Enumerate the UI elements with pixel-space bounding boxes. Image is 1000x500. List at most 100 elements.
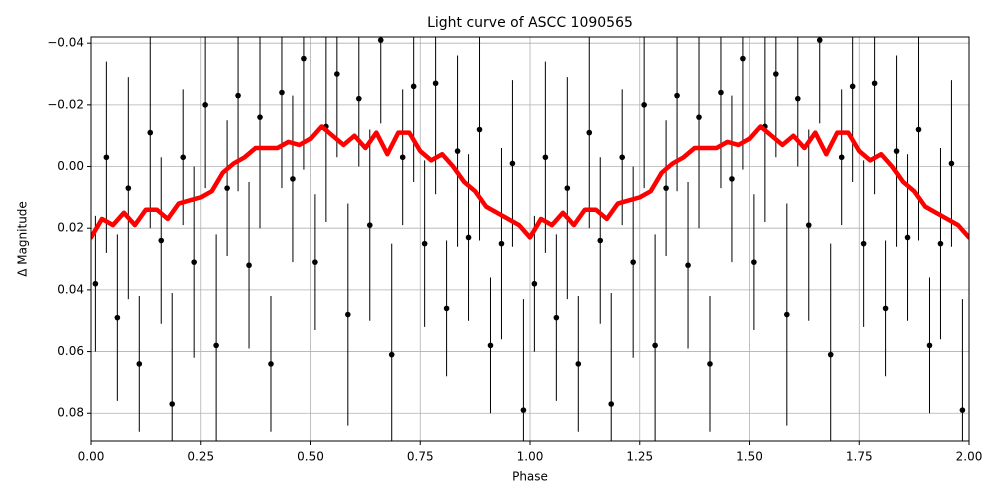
data-point	[246, 262, 252, 269]
data-point	[399, 154, 406, 161]
data-point	[366, 222, 373, 228]
x-tick-label: 0.75	[407, 450, 434, 464]
x-tick-label: 0.50	[297, 450, 324, 464]
data-point	[410, 83, 417, 90]
data-point	[268, 361, 274, 367]
data-point	[707, 361, 713, 367]
data-point	[158, 237, 165, 244]
data-point	[553, 314, 560, 321]
data-point	[849, 83, 856, 90]
data-point	[619, 154, 625, 161]
data-point	[147, 129, 154, 136]
data-point	[224, 185, 230, 191]
data-point	[696, 114, 702, 120]
x-tick-label: 1.75	[846, 450, 873, 464]
x-tick-label: 0.00	[78, 450, 105, 464]
y-tick-label: 0.00	[57, 159, 84, 173]
data-point	[454, 148, 461, 154]
data-point	[937, 240, 944, 247]
data-point	[443, 305, 450, 312]
data-point	[784, 311, 790, 318]
y-tick-label: 0.08	[57, 406, 84, 420]
y-tick-label: 0.06	[57, 344, 84, 358]
data-point	[476, 126, 483, 133]
x-tick-label: 0.25	[187, 450, 214, 464]
data-point	[191, 259, 197, 265]
x-tick-label: 1.50	[736, 450, 763, 464]
x-axis-label: Phase	[512, 470, 548, 484]
data-point	[202, 102, 208, 108]
data-point	[718, 89, 724, 96]
data-point	[860, 240, 867, 247]
y-tick-label: 0.04	[57, 282, 84, 296]
y-axis-label: Δ Magnitude	[16, 201, 30, 277]
y-tick-label: 0.02	[57, 221, 84, 235]
data-point	[685, 262, 691, 269]
data-point	[751, 259, 757, 265]
data-point	[487, 342, 494, 349]
y-tick-label: −0.02	[47, 97, 84, 111]
data-point	[773, 71, 779, 77]
data-point	[312, 259, 318, 265]
data-point	[893, 148, 900, 154]
data-point	[816, 37, 823, 43]
data-point	[915, 126, 922, 133]
data-point	[729, 176, 735, 182]
x-tick-label: 1.00	[517, 450, 544, 464]
plot-area	[91, 37, 969, 441]
data-point	[509, 160, 516, 167]
data-point	[334, 71, 340, 77]
data-point	[959, 407, 966, 413]
data-point	[290, 176, 296, 182]
data-point	[838, 154, 845, 161]
data-point	[531, 280, 538, 287]
data-point	[608, 401, 615, 407]
y-tick-label: −0.04	[47, 36, 84, 50]
x-tick-label: 2.00	[956, 450, 983, 464]
data-point	[564, 185, 571, 191]
data-point	[904, 234, 911, 241]
data-point	[125, 185, 132, 191]
data-point	[542, 154, 549, 161]
data-point	[355, 95, 362, 102]
data-point	[674, 92, 680, 99]
data-point	[377, 37, 384, 43]
data-point	[136, 361, 143, 367]
data-point	[103, 154, 110, 161]
data-point	[180, 154, 186, 161]
axes: 0.00 0.25 0.50 0.75 1.00 1.25 1.50 1.75 2.00 −0.0…	[47, 36, 982, 464]
x-tick-label: 1.25	[626, 450, 653, 464]
data-point	[520, 407, 527, 413]
data-point	[948, 160, 955, 167]
chart-title: Light curve of ASCC 1090565	[427, 15, 633, 31]
data-point	[575, 361, 582, 367]
data-point	[114, 314, 121, 321]
data-point	[586, 129, 593, 136]
data-point	[663, 185, 669, 191]
data-point	[794, 95, 801, 102]
data-point	[92, 280, 99, 287]
data-point	[235, 92, 241, 99]
data-point	[432, 80, 439, 87]
data-point	[641, 102, 647, 108]
data-point	[926, 342, 933, 349]
data-point	[213, 342, 219, 349]
data-point	[805, 222, 812, 228]
data-point	[827, 351, 834, 358]
data-point	[169, 401, 176, 407]
data-point	[388, 351, 395, 358]
data-point	[740, 55, 746, 62]
data-point	[498, 240, 505, 247]
data-point	[301, 55, 307, 62]
data-point	[597, 237, 604, 244]
data-point	[652, 342, 658, 349]
data-point	[630, 259, 636, 265]
trend-line	[91, 124, 969, 240]
data-point	[345, 311, 351, 318]
data-point	[871, 80, 878, 87]
data-point	[882, 305, 889, 312]
data-point	[421, 240, 428, 247]
data-point	[279, 89, 285, 96]
